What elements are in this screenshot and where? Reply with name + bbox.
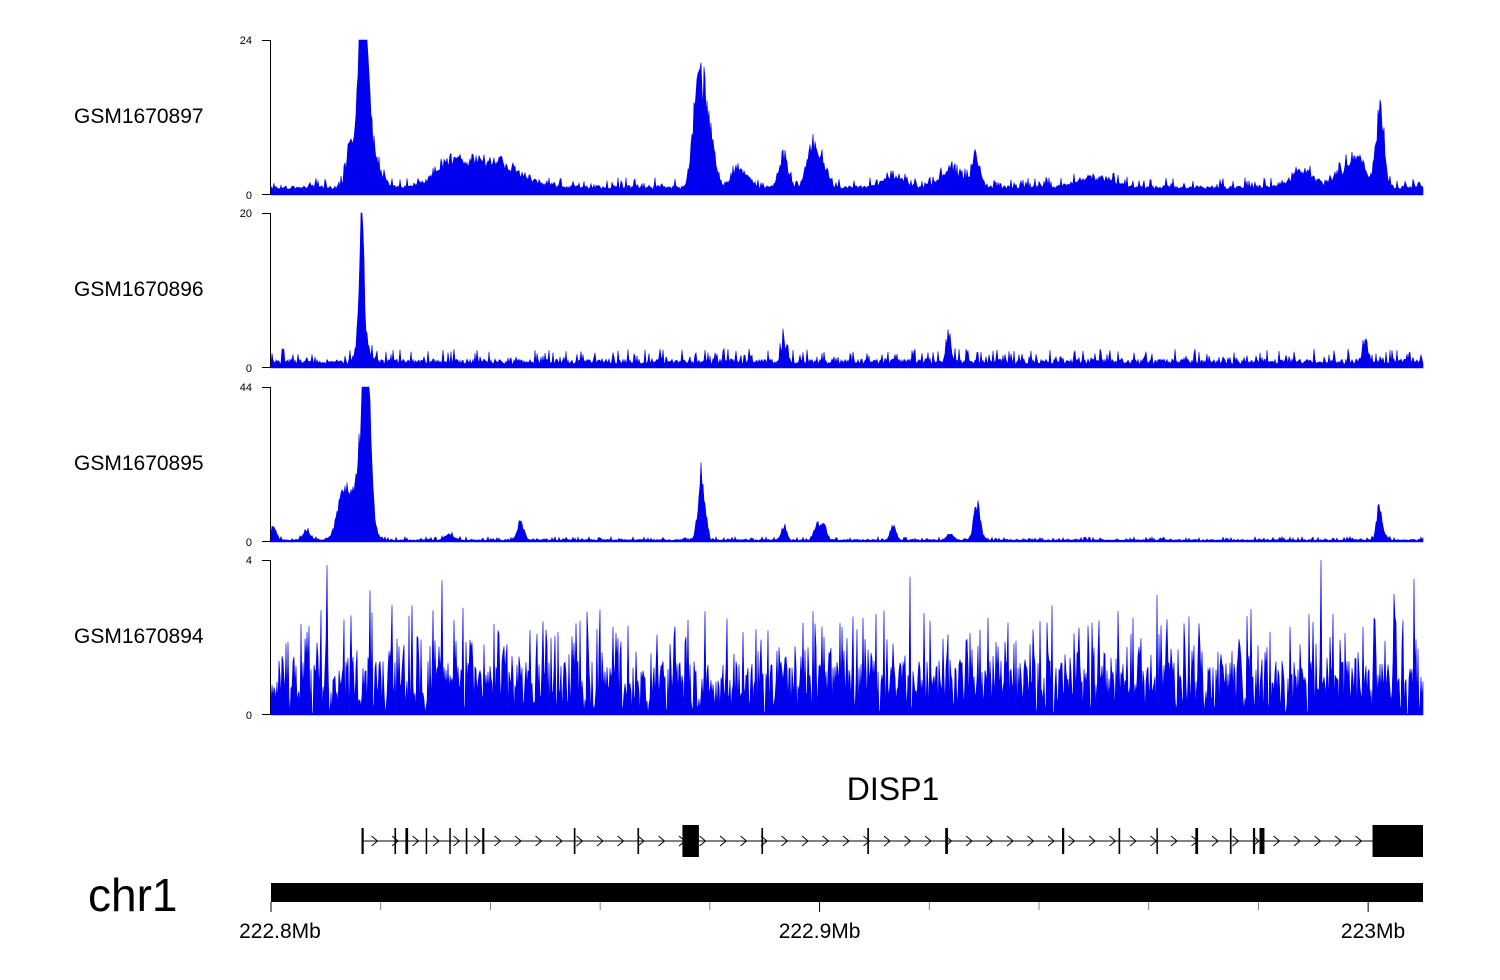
- exon: [867, 828, 869, 854]
- exon: [1195, 828, 1199, 854]
- strand-arrow: [658, 835, 666, 847]
- y-tick-label: 4: [246, 555, 252, 567]
- strand-arrow: [371, 835, 379, 847]
- strand-arrow: [391, 835, 399, 847]
- strand-arrow: [1293, 835, 1301, 847]
- exon: [449, 828, 451, 854]
- track-GSM1670895: GSM1670895 44 0: [74, 382, 1424, 549]
- strand-arrow: [432, 835, 440, 847]
- strand-arrow: [719, 835, 727, 847]
- strand-arrow: [842, 835, 850, 847]
- strand-arrow: [1355, 835, 1363, 847]
- strand-arrow: [596, 835, 604, 847]
- signal-tracks: GSM1670897240GSM1670896200GSM1670895440G…: [74, 35, 1424, 722]
- exon: [465, 828, 468, 854]
- strand-arrow: [535, 835, 543, 847]
- strand-arrow: [740, 835, 748, 847]
- exon: [1259, 828, 1265, 854]
- strand-arrow: [1088, 835, 1096, 847]
- chromosome-bar: [271, 883, 1423, 902]
- strand-arrow: [473, 835, 481, 847]
- strand-arrow: [617, 835, 625, 847]
- y-tick-label: 20: [240, 208, 252, 220]
- strand-arrow: [1068, 835, 1076, 847]
- exon: [405, 828, 409, 854]
- exon: [482, 828, 485, 854]
- track-GSM1670897: GSM1670897 24 0: [74, 35, 1424, 202]
- strand-arrow: [781, 835, 789, 847]
- track-label: GSM1670897: [74, 105, 204, 128]
- exon: [1229, 828, 1232, 854]
- strand-arrow: [1047, 835, 1055, 847]
- gene-track: DISP1: [361, 771, 1423, 857]
- strand-arrow: [1006, 835, 1014, 847]
- strand-arrow: [883, 835, 891, 847]
- exon: [1062, 828, 1065, 854]
- strand-arrow: [924, 835, 932, 847]
- signal-series: [270, 386, 1424, 543]
- exon: [945, 828, 948, 854]
- strand-arrow: [514, 835, 522, 847]
- y-tick-label: 0: [246, 537, 252, 549]
- chromosome-track: chr1 222.8Mb 222.9Mb 223Mb: [88, 869, 1423, 943]
- exon: [761, 828, 764, 854]
- y-tick-label: 0: [246, 710, 252, 722]
- track-label: GSM1670894: [74, 625, 204, 648]
- exon: [394, 828, 397, 854]
- strand-arrow: [863, 835, 871, 847]
- chromosome-label: chr1: [88, 869, 177, 921]
- y-tick-label: 24: [240, 35, 252, 47]
- exon: [1372, 825, 1423, 857]
- strand-arrow: [986, 835, 994, 847]
- strand-arrow: [1314, 835, 1322, 847]
- strand-arrow: [1170, 835, 1178, 847]
- x-axis-tick-label: 222.8Mb: [239, 920, 321, 943]
- track-label: GSM1670895: [74, 452, 204, 475]
- exon: [361, 828, 364, 854]
- exon: [1260, 828, 1262, 854]
- y-tick-label: 0: [246, 190, 252, 202]
- strand-arrow: [453, 835, 461, 847]
- gene-model: [361, 825, 1423, 857]
- exon: [682, 825, 699, 857]
- strand-arrow: [801, 835, 809, 847]
- exon: [1156, 828, 1158, 854]
- strand-arrow: [904, 835, 912, 847]
- track-GSM1670894: GSM1670894 4 0: [74, 555, 1424, 722]
- strand-arrow: [637, 835, 645, 847]
- strand-arrow: [494, 835, 502, 847]
- strand-arrow: [1109, 835, 1117, 847]
- exon: [573, 828, 576, 854]
- coordinate-axis: 222.8Mb 222.9Mb 223Mb: [239, 902, 1405, 943]
- y-tick-label: 0: [246, 363, 252, 375]
- x-axis-tick-label: 223Mb: [1341, 920, 1405, 943]
- strand-arrow: [1273, 835, 1281, 847]
- track-GSM1670896: GSM1670896 20 0: [74, 208, 1424, 375]
- exon: [1118, 828, 1121, 854]
- strand-arrow: [1232, 835, 1240, 847]
- strand-arrow: [965, 835, 973, 847]
- strand-arrow: [1027, 835, 1035, 847]
- strand-arrow: [412, 835, 420, 847]
- exon: [425, 828, 428, 854]
- strand-arrow: [822, 835, 830, 847]
- exon: [637, 828, 640, 854]
- strand-arrow: [1334, 835, 1342, 847]
- strand-arrow: [1211, 835, 1219, 847]
- track-label: GSM1670896: [74, 278, 204, 301]
- strand-arrow: [555, 835, 563, 847]
- y-tick-label: 44: [240, 382, 252, 394]
- gene-name-label: DISP1: [847, 771, 939, 807]
- strand-arrow: [576, 835, 584, 847]
- signal-series: [270, 559, 1424, 716]
- x-axis-tick-label: 222.9Mb: [779, 920, 861, 943]
- strand-arrow: [699, 835, 707, 847]
- exon: [1252, 828, 1256, 854]
- signal-series: [270, 39, 1424, 196]
- strand-arrow: [1129, 835, 1137, 847]
- signal-series: [270, 212, 1424, 369]
